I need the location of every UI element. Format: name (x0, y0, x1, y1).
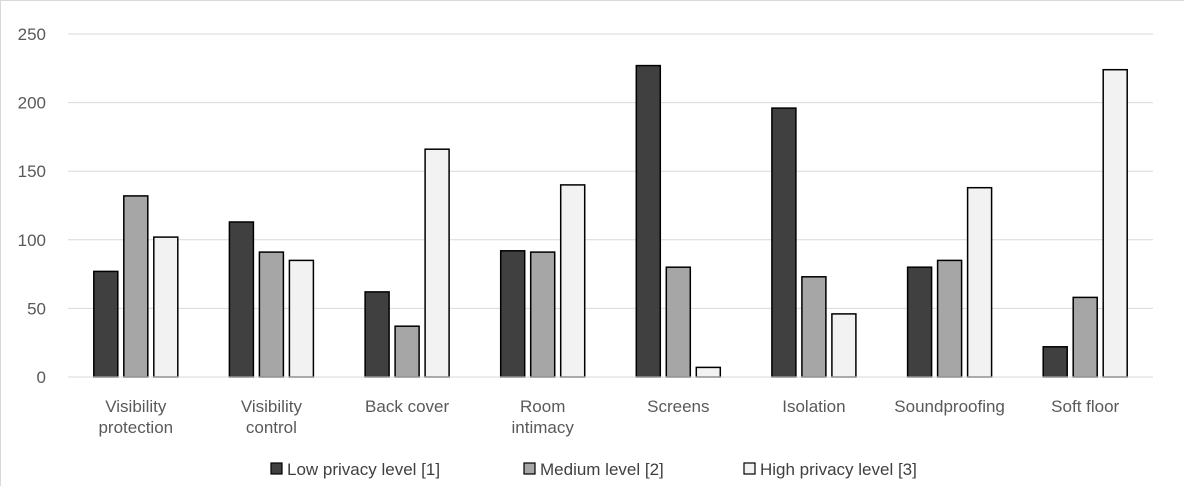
bar-2 (936, 259, 963, 378)
bar-2 (529, 251, 556, 378)
x-category-label: protection (98, 418, 173, 437)
bar-2 (123, 195, 149, 378)
y-tick-label: 100 (18, 231, 46, 250)
bar-2 (258, 251, 285, 378)
x-category-label: control (246, 418, 297, 437)
bar-3 (559, 184, 586, 378)
x-category-label: Visibility (105, 397, 167, 416)
legend-swatch (270, 462, 283, 475)
bar-1 (364, 291, 390, 378)
legend-label: Medium level [2] (540, 460, 664, 479)
y-tick-label: 200 (18, 94, 46, 113)
bar-3 (1102, 68, 1128, 378)
bar-3 (831, 313, 857, 378)
bar-1 (906, 266, 933, 378)
bar-2 (394, 325, 420, 378)
legend-swatch (523, 462, 536, 475)
bar-1 (1042, 346, 1068, 378)
bar-1 (228, 221, 255, 378)
legend-label: Low privacy level [1] (287, 460, 440, 479)
bar-2 (665, 266, 692, 378)
x-category-label: Isolation (782, 397, 845, 416)
bar-3 (966, 186, 993, 378)
y-tick-label: 150 (18, 162, 46, 181)
bars (93, 64, 1128, 378)
bar-1 (771, 107, 797, 378)
bar-3 (695, 366, 722, 378)
bar-3 (153, 236, 179, 378)
x-category-label: intimacy (512, 418, 575, 437)
x-category-label: Visibility (241, 397, 303, 416)
bar-3 (424, 148, 450, 378)
y-tick-label: 250 (18, 25, 46, 44)
legend-label: High privacy level [3] (760, 460, 917, 479)
bar-1 (499, 250, 526, 378)
x-category-label: Back cover (365, 397, 449, 416)
x-category-label: Screens (647, 397, 709, 416)
y-axis-ticks: 0 50 100 150 200 250 (18, 25, 46, 387)
x-category-label: Soundproofing (894, 397, 1005, 416)
y-tick-label: 0 (37, 368, 46, 387)
x-axis-labels: Visibility protection Visibility control Bac… (98, 397, 1119, 437)
x-category-label: Soft floor (1051, 397, 1119, 416)
bar-2 (801, 276, 827, 378)
bar-1 (93, 270, 119, 378)
bar-2 (1072, 296, 1098, 378)
y-tick-label: 50 (27, 299, 46, 318)
x-category-label: Room (520, 397, 565, 416)
bar-1 (635, 64, 662, 378)
bar-3 (288, 259, 315, 378)
legend: Low privacy level [1] Medium level [2] Hig… (270, 460, 917, 479)
legend-swatch (743, 462, 756, 475)
